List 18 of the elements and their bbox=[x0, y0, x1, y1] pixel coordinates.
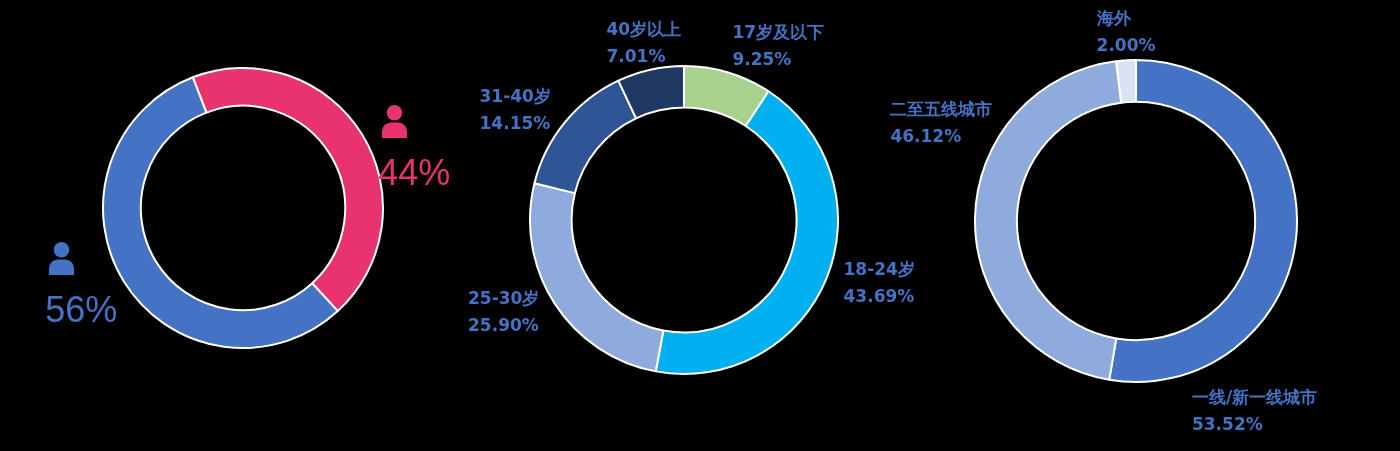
data-label: 56% bbox=[45, 289, 118, 331]
data-label: 7.01% bbox=[606, 46, 666, 67]
slice-label: 二至五线城市 bbox=[890, 99, 993, 120]
data-label: 44% bbox=[378, 151, 451, 193]
data-label: 2.00% bbox=[1096, 35, 1156, 56]
data-label: 14.15% bbox=[479, 112, 551, 133]
data-label: 43.69% bbox=[843, 286, 915, 307]
slice-label: 18-24岁 bbox=[843, 259, 915, 280]
slice-label: 海外 bbox=[1095, 8, 1132, 29]
slice-label: 31-40岁 bbox=[479, 85, 551, 106]
data-label: 53.52% bbox=[1191, 413, 1263, 434]
data-label: 25.90% bbox=[468, 315, 539, 336]
data-label: 46.12% bbox=[890, 126, 962, 147]
slice-label: 40岁以上 bbox=[606, 19, 682, 40]
slice-label: 17岁及以下 bbox=[732, 21, 825, 42]
data-label: 9.25% bbox=[732, 48, 792, 69]
slice-label: 一线/新一线城市 bbox=[1191, 386, 1318, 407]
slice-label: 25-30岁 bbox=[468, 288, 540, 309]
